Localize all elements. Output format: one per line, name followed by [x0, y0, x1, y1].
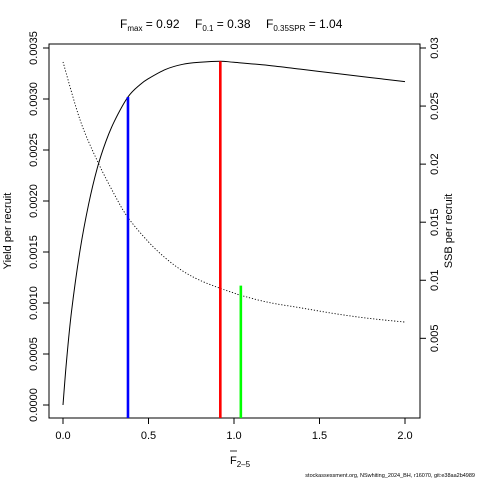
fmax-title-sub: max — [127, 24, 142, 33]
y-tick-label: 0.0035 — [28, 31, 40, 65]
x-axis-label-main: F — [230, 455, 237, 467]
f01-title-sub: 0.1 — [202, 24, 214, 33]
x-tick-label: 0.0 — [55, 430, 70, 442]
caption: stockassessment.org, NSwhiting_2024_BH, … — [305, 473, 475, 479]
y-tick-label: 0.0020 — [28, 184, 40, 218]
y-axis-right: 0.005 0.01 0.015 0.02 0.025 0.03 — [420, 37, 441, 352]
y-tick-label: 0.0025 — [28, 133, 40, 167]
y2-tick-label: 0.02 — [429, 153, 441, 174]
y-tick-label: 0.0010 — [28, 286, 40, 320]
chart-title: Fmax = 0.92 F0.1 = 0.38 F0.35SPR = 1.04 — [120, 17, 343, 33]
x-tick-label: 1.5 — [312, 430, 327, 442]
y2-axis-label: SSB per recruit — [443, 194, 455, 269]
x-axis-label-sub: 2–5 — [237, 460, 251, 469]
y-tick-label: 0.0015 — [28, 235, 40, 269]
fmax-title-main: F — [120, 17, 127, 31]
x-tick-label: 2.0 — [397, 430, 412, 442]
plot-frame — [48, 43, 421, 419]
fspr-title-main: F — [266, 17, 273, 31]
y2-tick-label: 0.025 — [429, 92, 441, 120]
fspr-title-value: = 1.04 — [305, 17, 342, 31]
y2-tick-label: 0.03 — [429, 37, 441, 58]
y-axis-label: Yield per recruit — [2, 193, 14, 270]
y-tick-label: 0.0000 — [28, 388, 40, 422]
reference-lines — [126, 61, 243, 418]
y2-tick-label: 0.015 — [429, 208, 441, 236]
fspr-title-sub: 0.35SPR — [273, 24, 305, 33]
x-axis: 0.0 0.5 1.0 1.5 2.0 — [55, 418, 413, 442]
y2-tick-label: 0.005 — [429, 325, 441, 353]
y-tick-label: 0.0005 — [28, 337, 40, 371]
x-axis-label: F2–5 — [230, 455, 251, 469]
f01-title-value: = 0.38 — [213, 17, 250, 31]
x-tick-label: 1.0 — [226, 430, 241, 442]
x-tick-label: 0.5 — [141, 430, 156, 442]
series-layer — [62, 60, 406, 406]
y2-tick-label: 0.01 — [429, 270, 441, 291]
yield-per-recruit-line — [62, 60, 406, 406]
y-tick-label: 0.0030 — [28, 82, 40, 116]
f01-title-main: F — [195, 17, 202, 31]
ssb-per-recruit-line — [62, 61, 406, 323]
y-axis-left: 0.0000 0.0005 0.0010 0.0015 0.0020 0.0025 0.00… — [28, 31, 49, 422]
fmax-title-value: = 0.92 — [142, 17, 179, 31]
